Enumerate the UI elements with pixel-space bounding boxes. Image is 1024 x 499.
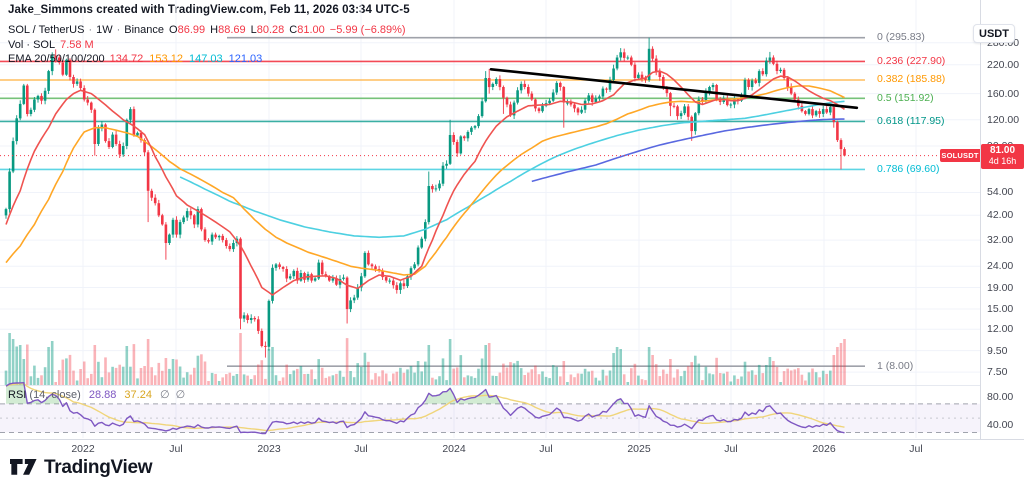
symbol-legend-row[interactable]: SOL / TetherUS · 1W · Binance O 86.99 H …	[8, 24, 406, 38]
main-chart-canvas[interactable]	[0, 0, 980, 439]
price-tick-label: 9.50	[987, 345, 1008, 357]
price-tick-label: 120.00	[987, 114, 1020, 126]
time-tick-label: Jul	[169, 443, 183, 455]
volume-legend-row[interactable]: Vol · SOL 7.58 M	[8, 39, 406, 53]
price-tick-label: 12.00	[987, 323, 1014, 335]
fib-level-label[interactable]: 0.618 (117.95)	[877, 115, 945, 127]
price-tick-label: 54.00	[987, 186, 1014, 198]
time-tick-label: 2024	[442, 443, 466, 455]
tradingview-logo-text: TradingView	[44, 457, 153, 478]
fib-level-label[interactable]: 0.382 (185.88)	[877, 73, 946, 85]
rsi-value: 28.88	[88, 389, 117, 401]
last-price-value: 81.00	[989, 145, 1016, 156]
time-tick-label: Jul	[909, 443, 923, 455]
rsi-label: RSI	[8, 389, 27, 401]
rsi-band-empty-icon: ∅	[160, 389, 170, 401]
price-tick-label: 7.50	[987, 366, 1008, 378]
time-tick-label: 2025	[627, 443, 651, 455]
fib-level-label[interactable]: 0.236 (227.90)	[877, 55, 946, 67]
close-value: 81.00	[297, 24, 325, 36]
open-label: O	[169, 24, 178, 36]
ema-value: 147.03	[188, 53, 223, 65]
price-tick-label: 24.00	[987, 260, 1014, 272]
ema-values: 134.72 153.12 147.03 121.03	[110, 53, 269, 67]
price-tick-label: 15.00	[987, 303, 1014, 315]
currency-toggle-button[interactable]: USDT	[973, 24, 1015, 43]
volume-value: 7.58 M	[60, 38, 94, 51]
ema-value: 121.03	[228, 53, 263, 65]
high-label: H	[210, 24, 219, 36]
price-axis[interactable]: 280.00220.00160.00120.0090.0054.0042.003…	[980, 0, 1024, 439]
fib-level-label[interactable]: 0.5 (151.92)	[877, 92, 934, 104]
time-tick-label: 2026	[812, 443, 836, 455]
low-value: 80.28	[256, 24, 285, 36]
low-label: L	[250, 24, 257, 36]
tradingview-logo[interactable]: TradingView	[10, 457, 153, 479]
legend-separator: ·	[88, 24, 93, 36]
volume-label: Vol · SOL	[8, 38, 56, 51]
ema-value: 153.12	[149, 53, 183, 65]
time-tick-label: Jul	[539, 443, 553, 455]
time-tick-label: Jul	[724, 443, 738, 455]
price-tick-label: 160.00	[987, 88, 1020, 100]
close-label: C	[289, 24, 298, 36]
last-price-badge: 81.00 4d 16h	[981, 144, 1024, 169]
price-tick-label: 19.00	[987, 282, 1014, 294]
exchange-label: Binance	[124, 24, 165, 36]
attribution-watermark: Jake_Simmons created with TradingView.co…	[8, 4, 410, 16]
ema-legend-row[interactable]: EMA 20/50/100/200 134.72 153.12 147.03 121.…	[8, 53, 406, 67]
rsi-tick-label: 40.00	[987, 419, 1014, 431]
rsi-legend-row[interactable]: RSI (14, close) 28.88 37.24 ∅ ∅	[8, 388, 185, 401]
tradingview-logo-icon	[10, 459, 37, 475]
interval-label: 1W	[96, 24, 113, 36]
price-line-symbol-tag: SOLUSDT	[940, 149, 980, 162]
price-tick-label: 220.00	[987, 59, 1020, 71]
time-tick-label: Jul	[354, 443, 368, 455]
open-value: 86.99	[177, 24, 206, 36]
bar-countdown: 4d 16h	[988, 156, 1017, 166]
time-axis[interactable]: 2022 Jul 2023 Jul 2024 Jul 2025 Jul 2026 Jul	[0, 439, 1024, 457]
rsi-params: (14, close)	[29, 389, 81, 401]
rsi-tick-label: 80.00	[987, 391, 1014, 403]
ema-value: 134.72	[109, 53, 144, 65]
time-tick-label: 2023	[257, 443, 281, 455]
chart-legend[interactable]: SOL / TetherUS · 1W · Binance O 86.99 H …	[8, 24, 406, 67]
price-tick-label: 42.00	[987, 209, 1014, 221]
symbol-name: SOL / TetherUS	[8, 24, 85, 36]
fib-level-label[interactable]: 0 (295.83)	[877, 31, 925, 43]
legend-separator: ·	[116, 24, 121, 36]
price-tick-label: 32.00	[987, 234, 1014, 246]
time-tick-label: 2022	[71, 443, 95, 455]
change-value: −5.99 (−6.89%)	[329, 24, 406, 36]
rsi-ma-value: 37.24	[124, 389, 152, 401]
high-value: 88.69	[218, 24, 246, 36]
rsi-band-empty-icon: ∅	[175, 389, 186, 401]
fib-level-label[interactable]: 0.786 (69.60)	[877, 163, 940, 175]
ema-label: EMA 20/50/100/200	[8, 53, 105, 65]
fib-level-label[interactable]: 1 (8.00)	[877, 360, 914, 372]
